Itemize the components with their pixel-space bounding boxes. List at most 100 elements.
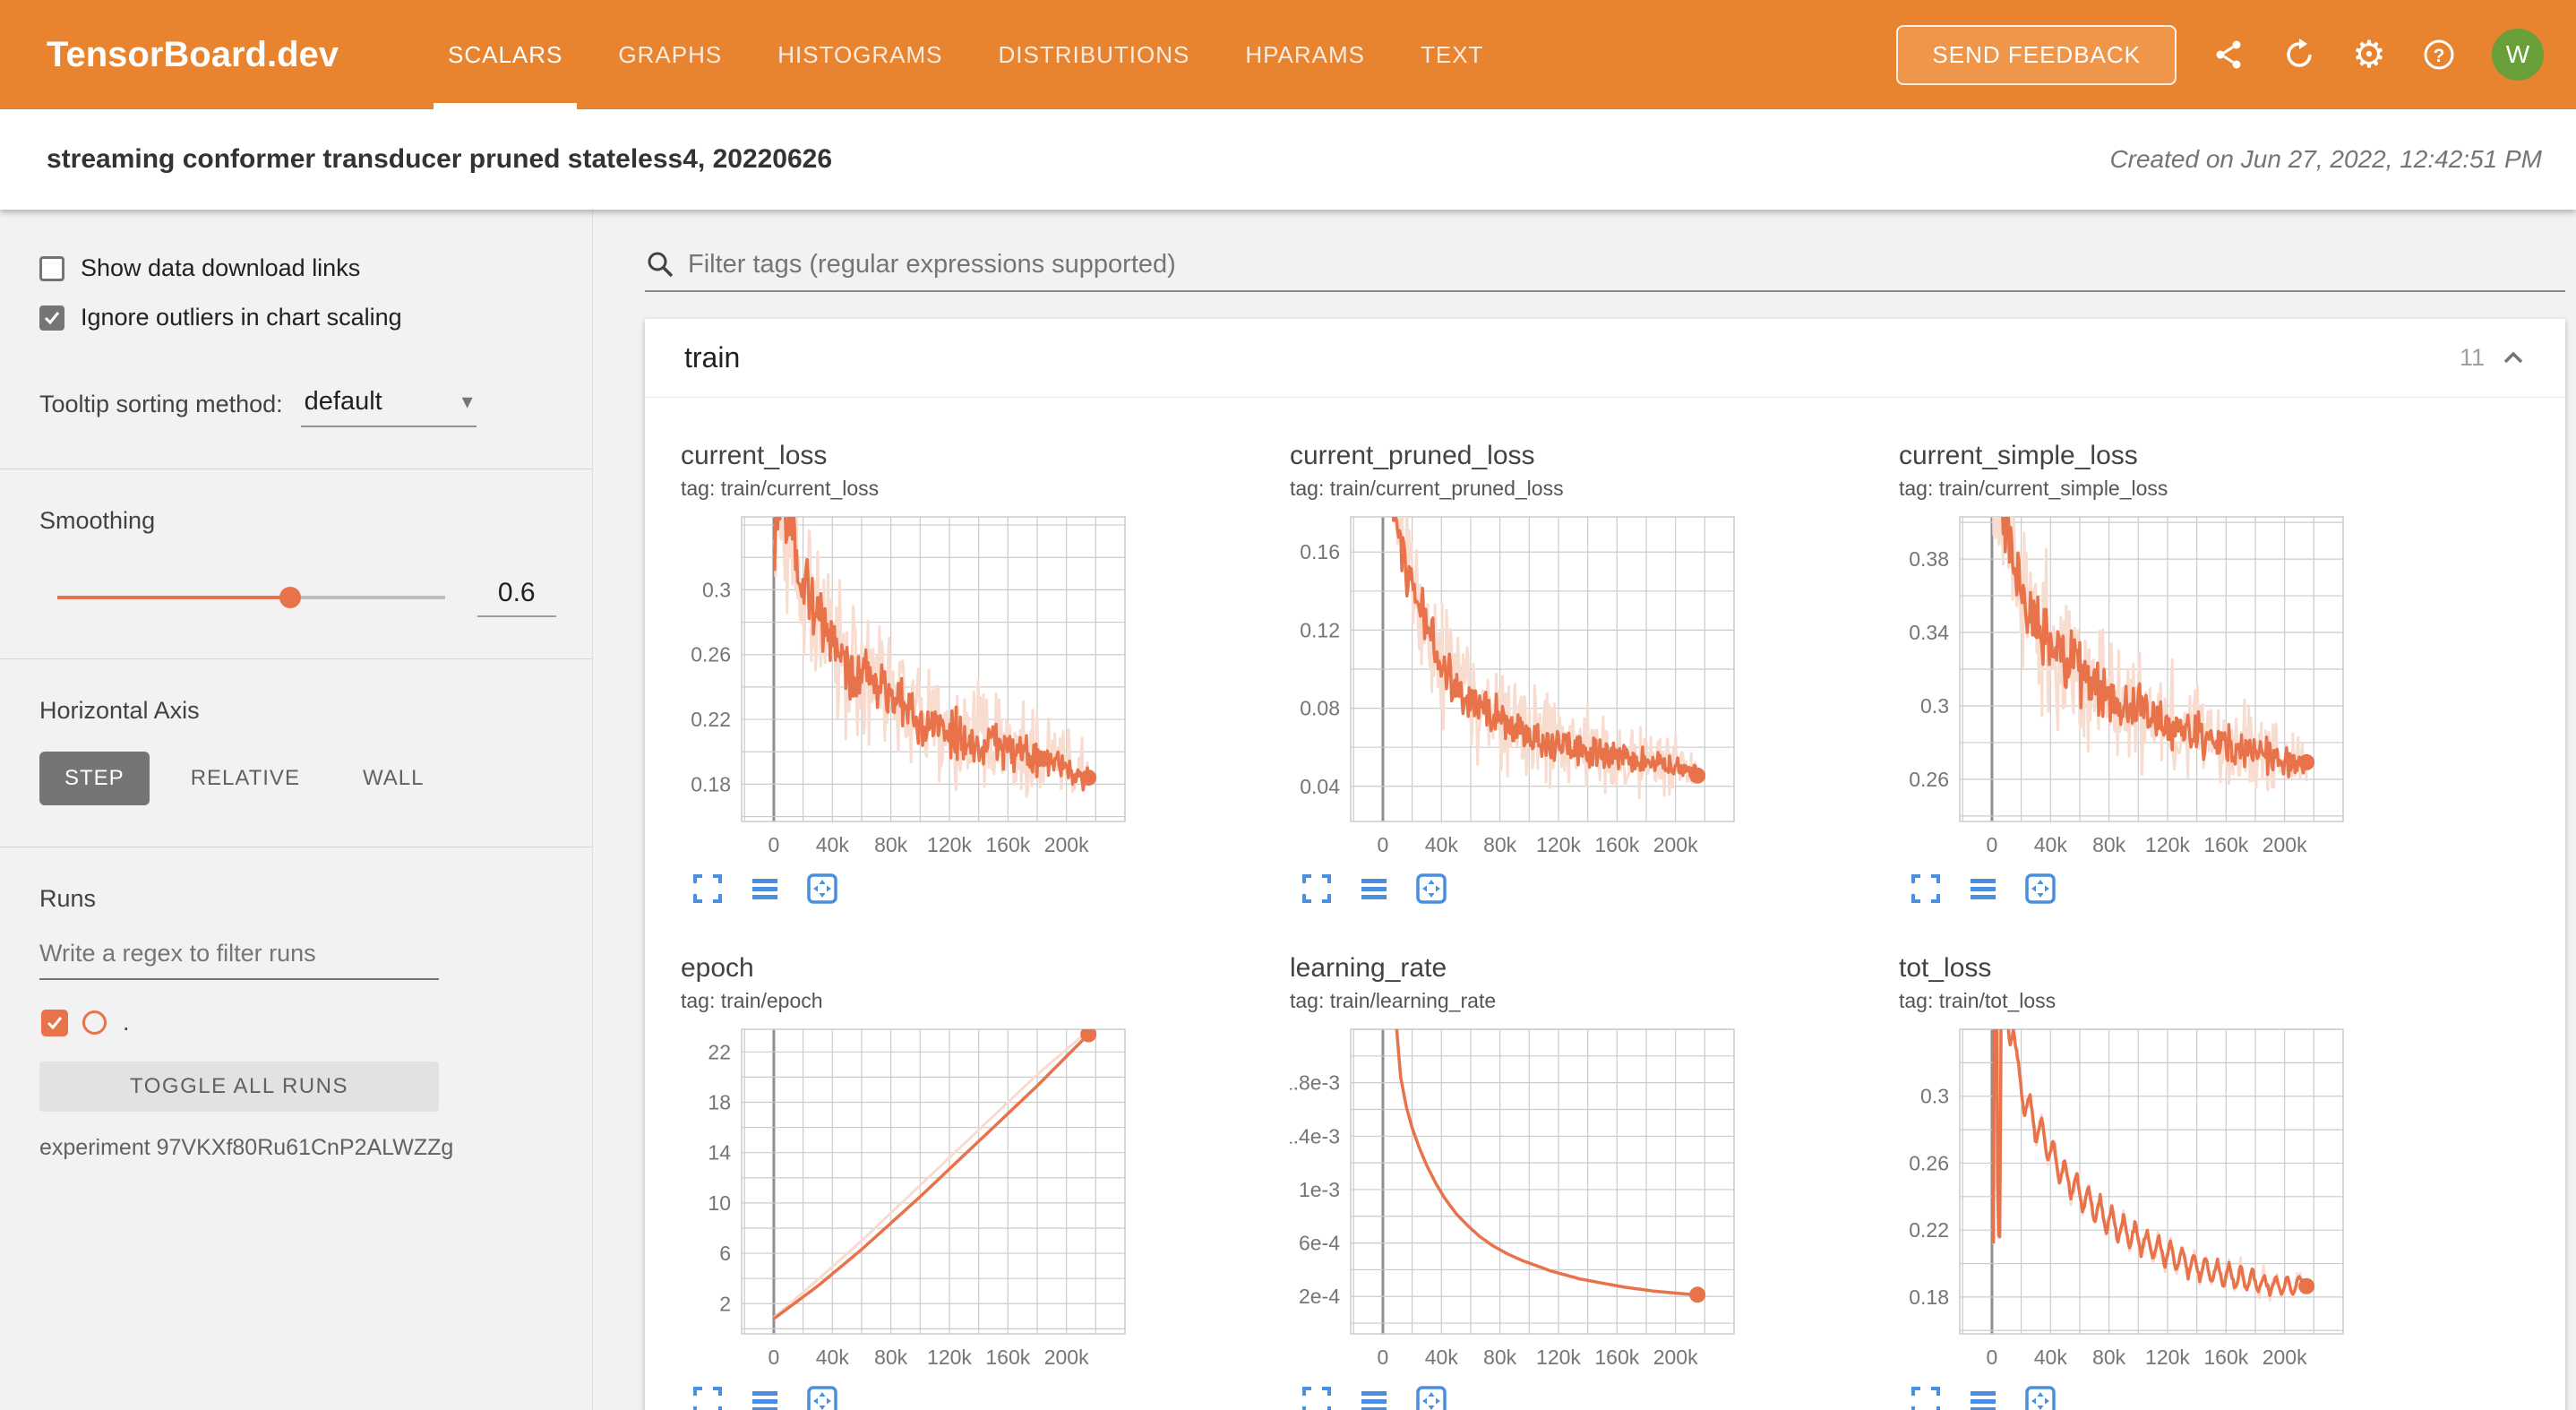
svg-text:0.22: 0.22 (691, 708, 731, 731)
chart-canvas[interactable]: 0.18 0.22 0.26 0.3 0 40k 80k 120k 160k 200k (681, 512, 1129, 859)
svg-text:22: 22 (708, 1040, 731, 1063)
expand-chart-icon[interactable] (691, 1385, 724, 1410)
svg-text:0: 0 (1378, 1346, 1389, 1369)
expand-chart-icon[interactable] (691, 873, 724, 905)
smoothing-value[interactable]: 0.6 (477, 578, 556, 617)
checkbox-unchecked[interactable] (39, 255, 64, 281)
relative-button[interactable]: RELATIVE (169, 752, 322, 805)
send-feedback-button[interactable]: SEND FEEDBACK (1896, 24, 2177, 85)
svg-text:2e-4: 2e-4 (1299, 1285, 1340, 1308)
experiment-title: streaming conformer transducer pruned st… (47, 144, 833, 174)
svg-text:2: 2 (719, 1292, 731, 1315)
chevron-up-icon[interactable] (2501, 348, 2526, 368)
expand-chart-icon[interactable] (1301, 873, 1333, 905)
toggle-all-runs-button[interactable]: TOGGLE ALL RUNS (39, 1062, 439, 1112)
scalar-chart-tot_loss: tot_loss tag: train/tot_loss 0.18 0.22 0.26 0… (1899, 953, 2490, 1410)
svg-text:0.3: 0.3 (1920, 694, 1949, 718)
scalar-chart-learning_rate: learning_rate tag: train/learning_rate 2e-… (1282, 953, 1881, 1410)
run-color-swatch[interactable] (82, 1010, 107, 1035)
filter-tags-row (645, 249, 2565, 292)
chart-canvas[interactable]: 2 6 10 14 18 22 0 40k 80k 120k 160k 200k (681, 1024, 1129, 1371)
card-title: train (684, 341, 741, 374)
svg-text:200k: 200k (1653, 833, 1698, 856)
scalar-chart-current_pruned_loss: current_pruned_loss tag: train/current_pr… (1290, 441, 1881, 905)
toggle-log-axis-icon[interactable] (749, 1385, 781, 1410)
chart-canvas[interactable]: 0.18 0.22 0.26 0.3 0 40k 80k 120k 160k 200k (1899, 1024, 2347, 1371)
chart-title: learning_rate (1290, 953, 1447, 983)
svg-text:0.08: 0.08 (1300, 697, 1340, 720)
chart-canvas[interactable]: 0.26 0.3 0.34 0.38 0 40k 80k 120k 160k 200k (1899, 512, 2347, 859)
expand-chart-icon[interactable] (1910, 1385, 1942, 1410)
fit-domain-icon[interactable] (806, 1385, 838, 1410)
svg-text:40k: 40k (816, 833, 850, 856)
chart-canvas[interactable]: 0.04 0.08 0.12 0.16 0 40k 80k 120k 160k 200k (1290, 512, 1738, 859)
train-card: train 11 current_loss tag: train/current_… (645, 319, 2565, 1410)
checkbox-checked[interactable] (39, 305, 64, 331)
svg-text:?: ? (2434, 46, 2445, 66)
search-icon (648, 252, 674, 278)
step-button[interactable]: STEP (39, 752, 150, 805)
svg-text:0.26: 0.26 (691, 643, 731, 666)
wall-button[interactable]: WALL (341, 752, 445, 805)
svg-text:160k: 160k (1594, 833, 1639, 856)
help-icon[interactable]: ? (2422, 38, 2456, 72)
ignore-outliers-checkbox[interactable]: Ignore outliers in chart scaling (39, 304, 592, 331)
tab-hparams[interactable]: HPARAMS (1245, 40, 1365, 68)
app-logo: TensorBoard.dev (47, 34, 339, 74)
fit-domain-icon[interactable] (1415, 1385, 1447, 1410)
tooltip-sorting-select[interactable]: default ▾ (300, 387, 477, 427)
tooltip-sorting-row: Tooltip sorting method: default ▾ (39, 387, 592, 427)
svg-text:0.26: 0.26 (1909, 1151, 1949, 1174)
filter-tags-input[interactable] (688, 250, 2565, 279)
slider-thumb[interactable] (279, 587, 301, 608)
svg-text:0: 0 (769, 1346, 780, 1369)
expand-chart-icon[interactable] (1301, 1385, 1333, 1410)
run-checkbox[interactable] (41, 1009, 68, 1036)
fit-domain-icon[interactable] (2024, 1385, 2057, 1410)
chevron-down-icon: ▾ (461, 390, 473, 414)
svg-text:0.3: 0.3 (702, 578, 731, 601)
toggle-log-axis-icon[interactable] (1967, 1385, 1999, 1410)
chart-canvas[interactable]: 2e-4 6e-4 1e-3 1.4e-3 1.8e-3 0 40k 80k 120k 160k 2… (1282, 1024, 1738, 1371)
svg-text:0.16: 0.16 (1300, 540, 1340, 563)
toggle-log-axis-icon[interactable] (1358, 1385, 1390, 1410)
scalar-chart-current_loss: current_loss tag: train/current_loss 0.18 0… (681, 441, 1272, 905)
svg-text:6e-4: 6e-4 (1299, 1232, 1340, 1255)
tab-text[interactable]: TEXT (1420, 40, 1484, 68)
chart-tag: tag: train/tot_loss (1899, 989, 2057, 1012)
share-icon[interactable] (2212, 38, 2246, 72)
svg-text:0: 0 (1987, 1346, 1998, 1369)
header-actions: SEND FEEDBACK ⚙︎ ? W (1896, 24, 2544, 85)
svg-text:80k: 80k (874, 833, 908, 856)
fit-domain-icon[interactable] (806, 873, 838, 905)
show-download-links-checkbox[interactable]: Show data download links (39, 254, 592, 282)
toggle-log-axis-icon[interactable] (1967, 873, 1999, 905)
runs-filter-input[interactable] (39, 940, 439, 980)
svg-text:0.12: 0.12 (1300, 618, 1340, 641)
svg-text:40k: 40k (2034, 833, 2068, 856)
svg-text:40k: 40k (1425, 833, 1459, 856)
tab-distributions[interactable]: DISTRIBUTIONS (998, 40, 1190, 68)
svg-text:160k: 160k (2203, 1346, 2248, 1369)
svg-text:0: 0 (1987, 833, 1998, 856)
avatar[interactable]: W (2492, 29, 2544, 81)
fit-domain-icon[interactable] (2024, 873, 2057, 905)
toggle-log-axis-icon[interactable] (1358, 873, 1390, 905)
train-card-header[interactable]: train 11 (645, 319, 2565, 398)
toggle-log-axis-icon[interactable] (749, 873, 781, 905)
svg-text:0: 0 (769, 833, 780, 856)
tab-scalars[interactable]: SCALARS (433, 0, 578, 109)
svg-text:80k: 80k (1483, 1346, 1517, 1369)
run-row: . (41, 1009, 592, 1036)
settings-icon[interactable]: ⚙︎ (2352, 32, 2386, 76)
fit-domain-icon[interactable] (1415, 873, 1447, 905)
refresh-icon[interactable] (2282, 38, 2316, 72)
svg-text:1e-3: 1e-3 (1299, 1178, 1340, 1201)
expand-chart-icon[interactable] (1910, 873, 1942, 905)
run-name: . (123, 1009, 130, 1036)
tab-histograms[interactable]: HISTOGRAMS (777, 40, 943, 68)
chart-toolbar (691, 1385, 1272, 1410)
charts-grid: current_loss tag: train/current_loss 0.18 0… (645, 398, 2565, 1410)
tab-graphs[interactable]: GRAPHS (618, 40, 723, 68)
smoothing-slider[interactable] (57, 587, 445, 608)
